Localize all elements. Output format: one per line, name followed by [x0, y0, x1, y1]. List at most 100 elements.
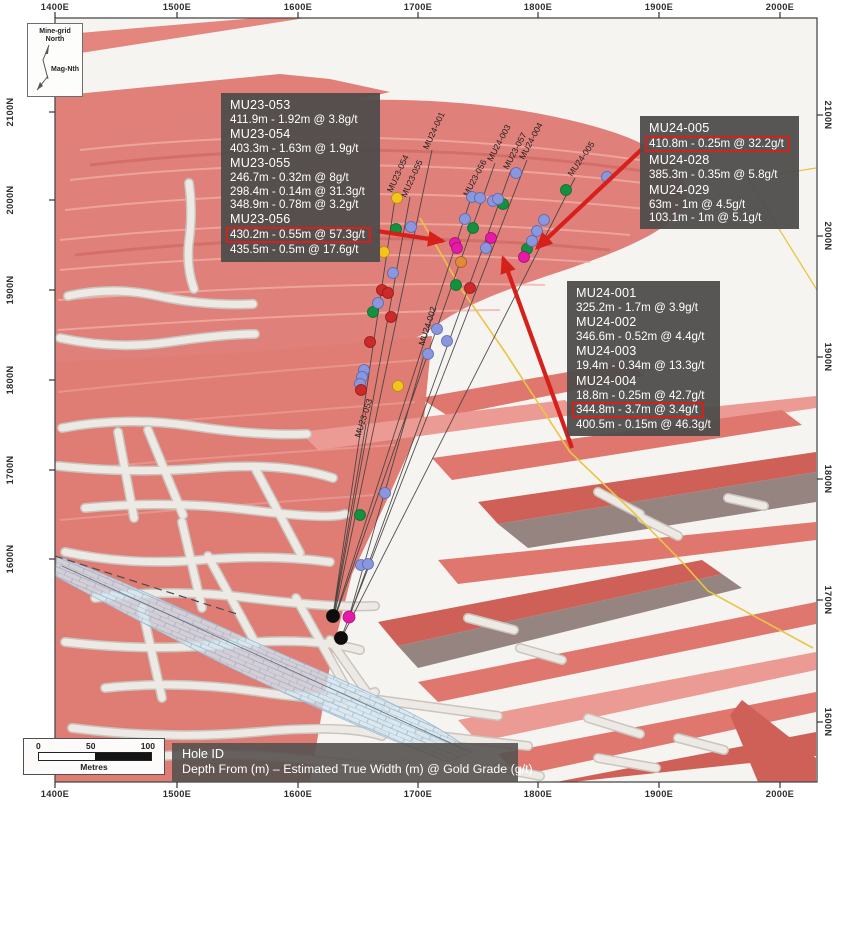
axis-label-bottom: 1900E: [644, 789, 674, 799]
axis-label-right: 2100N: [823, 100, 833, 130]
highlight-arrows: [376, 147, 644, 449]
map-border: [54, 17, 818, 783]
grade-dot: [362, 558, 374, 570]
grade-dot: [367, 306, 379, 318]
grade-dot: [378, 246, 390, 258]
intercept: 385.3m - 0.35m @ 5.8g/t: [649, 168, 778, 182]
axis-label-left: 1800N: [5, 365, 15, 395]
axis-label-top: 2000E: [765, 2, 795, 12]
axis-label-top: 1600E: [283, 2, 313, 12]
axis-label-top: 1400E: [40, 2, 70, 12]
axis-label-right: 1800N: [823, 464, 833, 494]
axis-label-bottom: 1500E: [162, 789, 192, 799]
grade-dot: [385, 311, 397, 323]
grade-dot: [526, 235, 538, 247]
grade-dot: [510, 167, 522, 179]
axis-label-top: 1900E: [644, 2, 674, 12]
bjorkdal-shear-line: [55, 555, 241, 616]
north-arrows-icon: [36, 44, 50, 91]
axis-label-bottom: 1700E: [403, 789, 433, 799]
drill-traces: [61, 149, 576, 751]
intercept: 325.2m - 1.7m @ 3.9g/t: [576, 301, 698, 314]
callout-hole-id: MU24-003: [576, 344, 637, 359]
grade-dot: [538, 214, 550, 226]
grade-dot: [455, 256, 467, 268]
scale-unit-label: Metres: [80, 762, 108, 772]
footer-panel: MANDALAY RESOURCES BJÖRKDALSGRUVAN AB Au…: [0, 806, 841, 925]
callout-result: 348.9m - 0.78m @ 3.2g/t: [230, 198, 371, 211]
callout-hole-id: MU24-004: [576, 373, 637, 388]
grade-dot: [391, 192, 403, 204]
intercept: 246.7m - 0.32m @ 8g/t: [230, 171, 349, 185]
compass-mag-north-label: Mag-Nth: [51, 66, 79, 73]
callout-result: 410.8m - 0.25m @ 32.2g/t: [645, 136, 790, 153]
axis-label-bottom: 1800E: [523, 789, 553, 799]
callout-result: 435.5m - 0.5m @ 17.6g/t: [230, 243, 371, 256]
callout-result: 403.3m - 1.63m @ 1.9g/t: [230, 142, 371, 155]
callout-hole-id: MU23-056: [230, 212, 291, 227]
intercept: 298.4m - 0.14m @ 31.3g/t: [230, 184, 365, 198]
axis-label-top: 1700E: [403, 2, 433, 12]
grade-dot: [441, 335, 453, 347]
intercept: 103.1m - 1m @ 5.1g/t: [649, 210, 762, 224]
grade-dots: [326, 167, 613, 645]
scale-tick-50: 50: [86, 741, 96, 751]
grade-dot: [422, 348, 434, 360]
intercept: 18.8m - 0.25m @ 42.7g/t: [576, 388, 705, 402]
grade-dot: [518, 251, 530, 263]
results-callout-box: MU23-053 411.9m - 1.92m @ 3.8g/t MU23-054 4…: [221, 93, 380, 262]
grade-dot: [492, 193, 504, 205]
compass-mine-grid-label: Mine-grid: [39, 28, 71, 35]
axis-label-right: 1600N: [823, 707, 833, 737]
callout-hole-id: MU24-002: [576, 315, 637, 330]
axis-label-left: 1900N: [5, 275, 15, 305]
intercept: 346.6m - 0.52m @ 4.4g/t: [576, 330, 705, 344]
scale-tick-0: 0: [36, 741, 41, 751]
axis-label-bottom: 1400E: [40, 789, 70, 799]
axis-label-right: 1900N: [823, 342, 833, 372]
grade-dot: [480, 242, 492, 254]
axis-label-top: 1500E: [162, 2, 192, 12]
axis-label-left: 1600N: [5, 544, 15, 574]
grade-dot: [342, 610, 356, 624]
scale-bar: 0 50 100 Metres: [23, 738, 165, 775]
intercept: 403.3m - 1.63m @ 1.9g/t: [230, 142, 359, 156]
grade-dot: [387, 267, 399, 279]
callout-hole-id: MU24-001: [576, 286, 637, 300]
grade-dot: [354, 509, 366, 521]
callout-result: 325.2m - 1.7m @ 3.9g/t: [576, 301, 711, 314]
results-callout-box: MU24-005 410.8m - 0.25m @ 32.2g/t MU24-028…: [640, 116, 799, 230]
arrow-to-mu24-005-intercept: [534, 147, 644, 251]
callout-result: 298.4m - 0.14m @ 31.3g/t: [230, 185, 371, 198]
callout-result: 430.2m - 0.55m @ 57.3g/t: [226, 227, 371, 244]
callout-result: 19.4m - 0.34m @ 13.3g/t: [576, 359, 711, 372]
grade-dot: [474, 192, 486, 204]
callout-hole-id: MU23-055: [230, 156, 291, 171]
grade-dot: [464, 282, 476, 294]
grade-dot: [431, 323, 443, 335]
callout-hole-id: MU24-028: [649, 153, 710, 168]
callout-result: 103.1m - 1m @ 5.1g/t: [649, 211, 790, 224]
callout-result: 344.8m - 3.7m @ 3.4g/t: [572, 401, 711, 419]
hole-id-key-box: Hole ID Depth From (m) – Estimated True …: [172, 743, 533, 782]
axis-label-top: 1800E: [523, 2, 553, 12]
axis-label-left: 1700N: [5, 455, 15, 485]
grade-dot: [451, 242, 463, 254]
grade-dot: [405, 221, 417, 233]
callout-result: 346.6m - 0.52m @ 4.4g/t: [576, 330, 711, 343]
results-callout-box: MU24-001 325.2m - 1.7m @ 3.9g/t MU24-002 34…: [567, 281, 720, 437]
arrow-to-mu24-004-intercept: [500, 255, 574, 449]
grade-dot: [560, 184, 572, 196]
hole-id-key-line1: Hole ID: [182, 747, 224, 761]
intercept: 411.9m - 1.92m @ 3.8g/t: [230, 113, 358, 126]
intercept: 435.5m - 0.5m @ 17.6g/t: [230, 243, 359, 257]
callout-result: 385.3m - 0.35m @ 5.8g/t: [649, 168, 790, 181]
grade-dot: [467, 222, 479, 234]
axis-label-bottom: 2000E: [765, 789, 795, 799]
grade-dot: [459, 213, 471, 225]
grade-dot: [364, 336, 376, 348]
drill-collar-dot: [334, 631, 348, 645]
axis-label-right: 1700N: [823, 585, 833, 615]
callout-hole-id: MU23-053: [230, 98, 291, 112]
